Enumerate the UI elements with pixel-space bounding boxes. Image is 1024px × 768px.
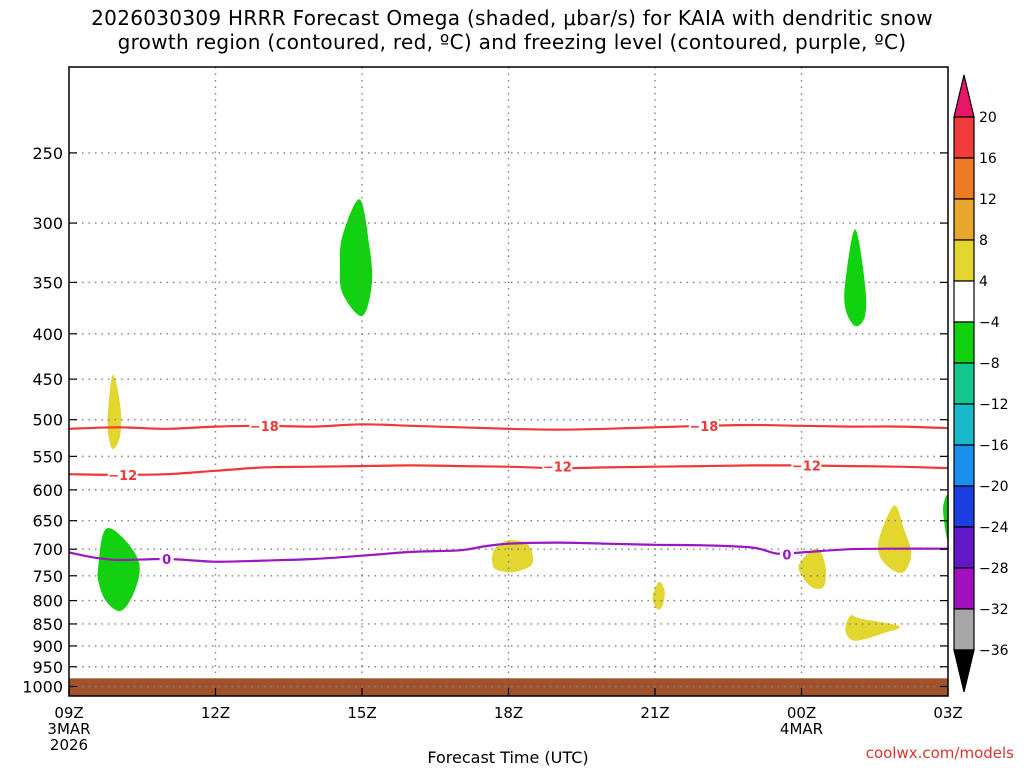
y-tick-label-700: 700 bbox=[32, 540, 63, 559]
y-tick-label-800: 800 bbox=[32, 592, 63, 611]
colorbar-swatch-12 bbox=[953, 608, 975, 651]
credit-link[interactable]: coolwx.com/models bbox=[865, 744, 1014, 762]
y-tick-label-650: 650 bbox=[32, 512, 63, 531]
colorbar-swatch-10 bbox=[953, 526, 975, 569]
isotherm-label-bg--12-0 bbox=[107, 466, 138, 483]
colorbar-label-1: 16 bbox=[979, 151, 997, 167]
colorbar-swatch-3 bbox=[953, 239, 975, 282]
colorbar-swatch-1 bbox=[953, 157, 975, 200]
temperature-contours: −18 −18 −12 −12 −12 0 0 bbox=[68, 417, 949, 568]
y-tick-label-600: 600 bbox=[32, 481, 63, 500]
isotherm-label-bg-0-1 bbox=[779, 546, 794, 563]
y-tick-label-550: 550 bbox=[32, 447, 63, 466]
isotherm-label-0-0: 0 bbox=[162, 553, 171, 568]
omega-blob-5 bbox=[492, 540, 534, 573]
chart-title-line2: growth region (contoured, red, ºC) and f… bbox=[117, 30, 907, 54]
omega-blob-4 bbox=[107, 374, 122, 450]
x-tick-sublabel2-09Z: 2026 bbox=[50, 736, 88, 754]
colorbar-label-13: −36 bbox=[979, 643, 1009, 659]
y-tick-label-350: 350 bbox=[32, 273, 63, 292]
colorbar-label-9: −20 bbox=[979, 479, 1009, 495]
colorbar-swatch-4 bbox=[953, 280, 975, 323]
x-tick-label-00Z: 00Z bbox=[787, 704, 816, 722]
omega-blob-8 bbox=[877, 505, 912, 573]
colorbar-swatch-0 bbox=[953, 116, 975, 159]
y-tick-label-500: 500 bbox=[32, 411, 63, 430]
colorbar-label-6: −8 bbox=[979, 356, 1000, 372]
x-tick-sublabel-09Z: 3MAR bbox=[47, 720, 90, 738]
colorbar-swatch-8 bbox=[953, 444, 975, 487]
x-tick-sublabel-00Z: 4MAR bbox=[780, 720, 823, 738]
isotherm-label--12-0: −12 bbox=[108, 469, 137, 484]
x-tick-label-18Z: 18Z bbox=[494, 704, 523, 722]
y-tick-label-850: 850 bbox=[32, 615, 63, 634]
isotherm-label-bg-0-0 bbox=[159, 550, 174, 567]
colorbar-swatch-9 bbox=[953, 485, 975, 528]
colorbar-swatch-7 bbox=[953, 403, 975, 446]
colorbar-label-8: −16 bbox=[979, 438, 1009, 454]
colorbar-swatch-5 bbox=[953, 321, 975, 364]
omega-blob-9 bbox=[845, 615, 901, 641]
y-tick-label-450: 450 bbox=[32, 370, 63, 389]
colorbar-label-5: −4 bbox=[979, 315, 1000, 331]
y-tick-label-250: 250 bbox=[32, 144, 63, 163]
x-tick-label-09Z: 09Z bbox=[54, 704, 83, 722]
isotherm-label-bg--12-2 bbox=[791, 457, 822, 474]
omega-blob-0 bbox=[339, 199, 373, 317]
x-axis-title: Forecast Time (UTC) bbox=[427, 748, 588, 767]
colorbar-label-10: −24 bbox=[979, 520, 1009, 536]
plot-background bbox=[69, 67, 948, 696]
y-tick-label-900: 900 bbox=[32, 637, 63, 656]
y-tick-label-300: 300 bbox=[32, 214, 63, 233]
x-tick-label-15Z: 15Z bbox=[347, 704, 376, 722]
terrain-layer bbox=[69, 678, 948, 696]
colorbar-swatch-2 bbox=[953, 198, 975, 241]
omega-blob-1 bbox=[844, 229, 867, 327]
ground-terrain bbox=[69, 678, 948, 696]
plot-area bbox=[69, 67, 948, 696]
omega-blob-7 bbox=[798, 548, 827, 590]
isotherm-label-0-1: 0 bbox=[782, 549, 791, 564]
isotherm-label--18-1: −18 bbox=[689, 420, 718, 435]
y-tick-label-1000: 1000 bbox=[22, 677, 63, 696]
colorbar-label-0: 20 bbox=[979, 110, 997, 126]
colorbar-bottom-arrow bbox=[953, 649, 975, 693]
x-tick-label-21Z: 21Z bbox=[640, 704, 669, 722]
colorbar-label-2: 12 bbox=[979, 192, 997, 208]
x-tick-label-12Z: 12Z bbox=[201, 704, 230, 722]
x-tick-label-03Z: 03Z bbox=[933, 704, 962, 722]
colorbar-swatch-6 bbox=[953, 362, 975, 405]
isotherm-label--12-1: −12 bbox=[543, 461, 572, 476]
chart-title-line1: 2026030309 HRRR Forecast Omega (shaded, … bbox=[91, 6, 933, 30]
y-tick-label-750: 750 bbox=[32, 567, 63, 586]
isotherm-label--12-2: −12 bbox=[792, 459, 821, 474]
colorbar-top-arrow bbox=[953, 74, 975, 118]
omega-blob-3 bbox=[943, 494, 949, 541]
colorbar-label-4: 4 bbox=[979, 274, 988, 290]
colorbar: 20 16 12 8 4 −4 −8 −12 −16 −20 −24 −28 −32 −36 bbox=[953, 74, 1009, 693]
isotherm-label--18-0: −18 bbox=[250, 420, 279, 435]
isotherm-line--18 bbox=[68, 423, 949, 431]
y-tick-label-400: 400 bbox=[32, 325, 63, 344]
colorbar-swatch-11 bbox=[953, 567, 975, 610]
isotherm-label-bg--12-1 bbox=[542, 458, 573, 475]
colorbar-label-11: −28 bbox=[979, 561, 1009, 577]
y-tick-label-950: 950 bbox=[32, 658, 63, 677]
omega-blob-6 bbox=[652, 581, 665, 610]
isotherm-label-bg--18-1 bbox=[688, 417, 719, 434]
colorbar-label-3: 8 bbox=[979, 233, 988, 249]
gridlines bbox=[69, 67, 948, 688]
colorbar-label-7: −12 bbox=[979, 397, 1009, 413]
chart-title: 2026030309 HRRR Forecast Omega (shaded, … bbox=[0, 6, 1024, 54]
y-axis: 250 300 350 400 450 500 550 600 650 700 750 800 850 9… bbox=[22, 144, 948, 696]
isotherm-label-bg--18-0 bbox=[249, 417, 280, 434]
colorbar-label-12: −32 bbox=[979, 602, 1009, 618]
